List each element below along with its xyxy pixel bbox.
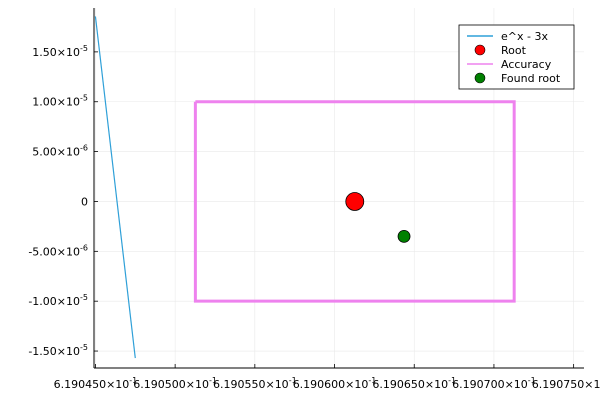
found-root-point (397, 229, 411, 243)
legend-swatch-marker (474, 72, 486, 84)
legend-swatch-marker (474, 44, 486, 56)
y-tick-label: -5.00×10-6 (28, 243, 88, 258)
legend-entry-label: e^x - 3x (501, 30, 548, 43)
tick-labels: 6.190450×10-16.190500×10-16.190550×10-16… (28, 44, 600, 391)
axes (93, 8, 584, 369)
function-line (94, 16, 136, 359)
y-tick-label: 0 (81, 195, 88, 208)
x-tick-label: 6.190500×10-1 (133, 376, 217, 391)
x-tick-label: 6.190600×10-1 (293, 376, 377, 391)
legend-entry-label: Accuracy (501, 58, 552, 71)
x-tick-label: 6.190750×10-1 (532, 376, 600, 391)
root-point (345, 192, 365, 211)
plot-area (94, 16, 516, 359)
y-tick-label: -1.50×10-5 (28, 343, 88, 358)
y-tick-label: -1.00×10-5 (28, 293, 88, 308)
legend-entry-label: Found root (501, 72, 561, 85)
legend-entry-label: Root (501, 44, 527, 57)
x-tick-label: 6.190550×10-1 (213, 376, 297, 391)
x-tick-label: 6.190700×10-1 (452, 376, 536, 391)
x-tick-label: 6.190450×10-1 (54, 376, 138, 391)
y-tick-label: 5.00×10-6 (32, 144, 88, 159)
y-tick-label: 1.50×10-5 (32, 44, 88, 59)
accuracy-box (193, 100, 516, 303)
y-tick-label: 1.00×10-5 (32, 94, 88, 109)
x-tick-label: 6.190650×10-1 (372, 376, 456, 391)
